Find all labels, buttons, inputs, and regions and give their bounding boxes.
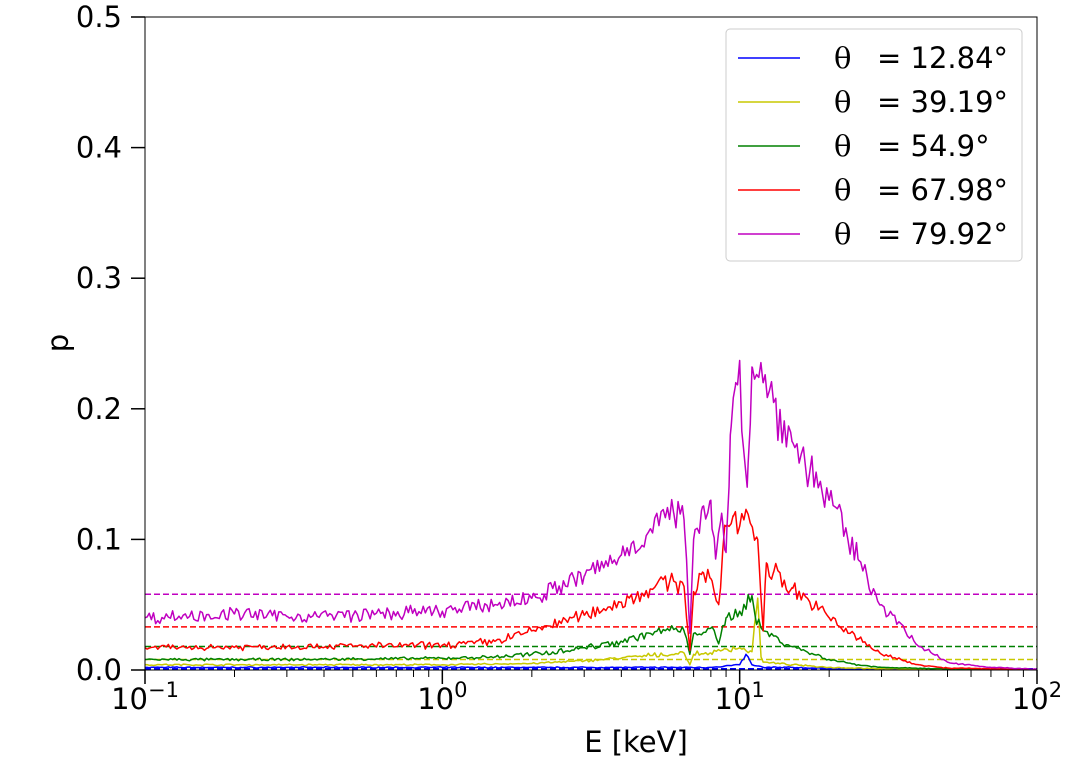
x-tick-label: 100 — [417, 678, 467, 716]
y-tick-label: 0.4 — [76, 131, 122, 165]
x-tick-label: 101 — [715, 678, 765, 716]
x-axis-title: E [keV] — [584, 725, 688, 759]
legend-symbol: θ — [834, 129, 851, 163]
legend-label: = 39.19° — [877, 85, 1008, 119]
legend-box — [725, 28, 1023, 262]
plot-area — [144, 16, 1038, 671]
legend-label: = 67.98° — [877, 173, 1008, 207]
series-line — [145, 593, 1037, 670]
legend: θ = 12.84° θ = 39.19° θ = 54.9° θ = 67.98° θ = 79… — [725, 28, 1023, 262]
legend-label: = 54.9° — [877, 129, 990, 163]
x-axis: 10−1 100 101 102 — [111, 670, 1062, 716]
series-line — [145, 508, 1037, 670]
legend-symbol: θ — [834, 217, 851, 251]
x-tick-label: 102 — [1012, 678, 1062, 716]
y-tick-label: 0.5 — [76, 0, 122, 34]
legend-symbol: θ — [834, 173, 851, 207]
y-tick-label: 0.1 — [76, 522, 122, 556]
series-line — [145, 359, 1037, 670]
series-lines — [145, 359, 1037, 670]
legend-symbol: θ — [834, 85, 851, 119]
legend-label: = 12.84° — [877, 41, 1008, 75]
y-tick-label: 0.2 — [76, 392, 122, 426]
plot-frame — [144, 16, 1038, 671]
legend-label: = 79.92° — [877, 217, 1008, 251]
y-axis-title: p — [41, 334, 75, 352]
y-axis: 0.0 0.1 0.2 0.3 0.4 0.5 — [76, 0, 145, 687]
series-line — [145, 597, 1037, 670]
x-tick-label: 10−1 — [111, 678, 179, 716]
legend-symbol: θ — [834, 41, 851, 75]
y-tick-label: 0.0 — [76, 653, 122, 687]
reference-lines — [145, 593, 1037, 670]
y-tick-label: 0.3 — [76, 261, 122, 295]
